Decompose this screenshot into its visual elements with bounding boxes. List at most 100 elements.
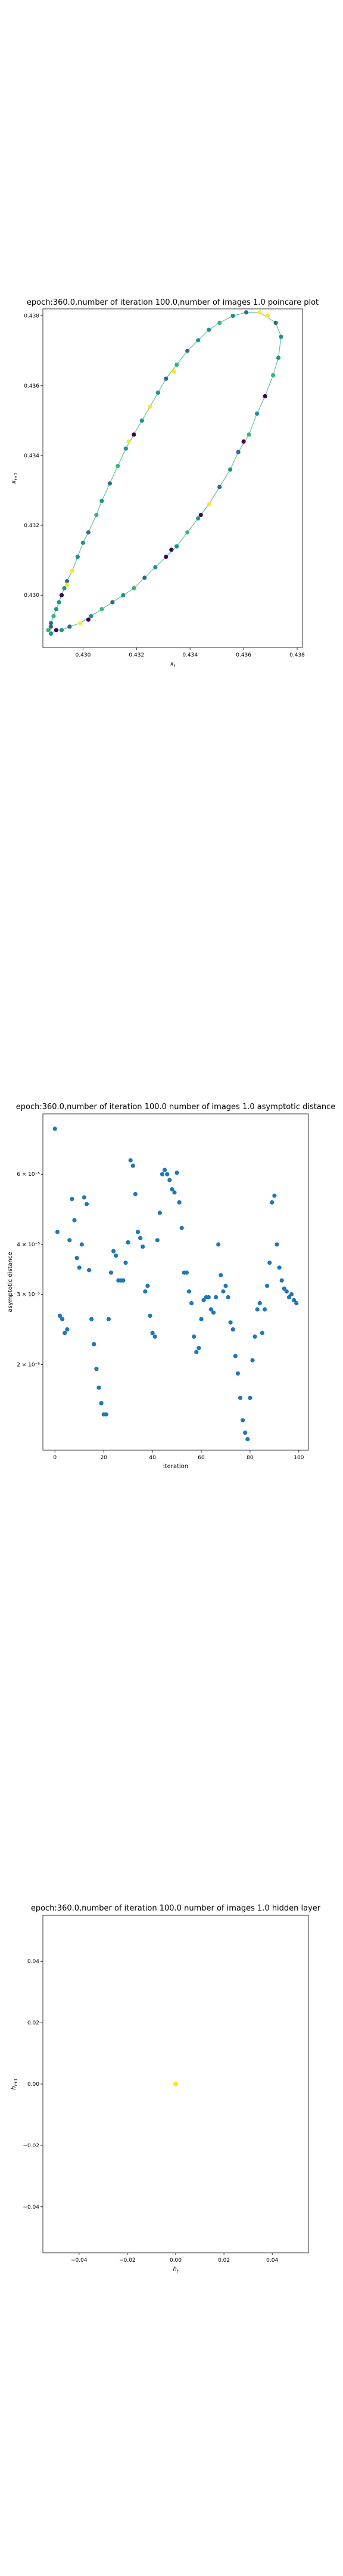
data-point-20	[164, 376, 169, 381]
data-point-56	[189, 1301, 194, 1306]
chart-title: epoch:360.0,number of iteration 100.0,nu…	[27, 298, 319, 307]
x-axis-label: ht	[173, 2266, 178, 2274]
x-tick-label: 0.430	[76, 652, 91, 658]
data-point-39	[207, 502, 211, 507]
data-point-9	[74, 1256, 79, 1261]
x-tick-label: 80	[247, 1455, 254, 1461]
data-point-35	[138, 1236, 143, 1240]
data-point-46	[165, 1172, 170, 1176]
data-point-38	[145, 1283, 150, 1288]
data-point-74	[233, 1354, 238, 1358]
x-tick-label: 0.432	[129, 652, 144, 658]
data-point-40	[150, 1330, 155, 1335]
data-point-73	[230, 1327, 235, 1332]
data-point-97	[289, 1292, 294, 1297]
data-point-91	[275, 1242, 279, 1247]
poincare-chart: epoch:360.0,number of iteration 100.0,nu…	[11, 298, 319, 668]
x-tick-label: −0.04	[71, 2258, 88, 2264]
data-point-7	[70, 568, 74, 573]
data-point-64	[208, 1307, 213, 1312]
data-point-0	[52, 1126, 57, 1131]
asymptotic-distance-chart: epoch:360.0,number of iteration 100.0 nu…	[7, 1103, 335, 1470]
data-point-66	[214, 1295, 219, 1300]
data-point-42	[174, 544, 179, 549]
x-tick-label: 100	[294, 1455, 304, 1461]
data-point-8	[72, 1218, 77, 1222]
hidden-layer-chart: epoch:360.0,number of iteration 100.0 nu…	[11, 1904, 321, 2274]
y-tick-label: 3 × 10⁻⁵	[17, 1292, 40, 1298]
data-point-13	[107, 481, 112, 486]
data-point-86	[262, 1307, 267, 1312]
data-point-83	[255, 1307, 260, 1312]
data-point-75	[235, 1371, 240, 1376]
y-tick-label: 0.438	[24, 314, 39, 320]
data-point-60	[199, 1317, 204, 1321]
data-point-43	[157, 1210, 162, 1215]
data-point-70	[223, 1283, 228, 1288]
data-point-36	[141, 1244, 145, 1249]
data-point-51	[177, 1200, 182, 1205]
x-tick-label: 0.04	[266, 2258, 278, 2264]
x-tick-label: 0.434	[182, 652, 198, 658]
data-point-98	[292, 1298, 297, 1302]
data-point-21	[174, 363, 179, 367]
y-tick-label: 0.00	[27, 2082, 39, 2088]
data-point-19	[99, 1401, 104, 1405]
data-point-84	[257, 1301, 262, 1306]
data-point-82	[252, 1334, 257, 1339]
data-point-40	[196, 516, 201, 521]
data-point-18	[96, 1385, 101, 1390]
data-point-65	[211, 1310, 216, 1315]
data-point-28	[257, 310, 262, 315]
data-point-38	[217, 485, 222, 490]
data-point-37	[228, 467, 233, 472]
data-point-54	[54, 628, 59, 633]
data-point-23	[108, 1270, 114, 1275]
y-tick-label: 0.02	[27, 2020, 39, 2026]
data-point-30	[126, 1240, 130, 1244]
data-point-17	[139, 418, 144, 423]
data-point-47	[121, 593, 126, 597]
data-point-5	[62, 586, 67, 591]
y-tick-label: 2 × 10⁻⁵	[17, 1362, 40, 1368]
y-tick-label: 4 × 10⁻⁵	[17, 1242, 40, 1248]
data-point-35	[247, 432, 251, 437]
data-point-50	[89, 614, 93, 618]
data-point-36	[236, 450, 241, 454]
data-point-61	[201, 1298, 206, 1302]
data-point-55	[48, 631, 54, 636]
data-point-14	[87, 1268, 92, 1272]
data-point-0	[48, 621, 54, 626]
data-point-45	[163, 1168, 167, 1172]
data-point-33	[133, 1191, 138, 1197]
data-point-1	[51, 614, 56, 618]
data-point-80	[248, 1395, 252, 1400]
y-tick-label: 0.432	[24, 523, 39, 529]
data-point-64	[198, 512, 203, 518]
data-point-32	[271, 373, 276, 377]
y-axis-label: xt+1	[11, 473, 18, 485]
data-point-57	[48, 624, 54, 629]
data-point-10	[77, 1265, 82, 1270]
data-point-13	[84, 1202, 89, 1206]
data-point-44	[153, 565, 158, 569]
y-axis-label: asymptotic distance	[7, 1252, 14, 1312]
x-tick-label: 0	[53, 1455, 57, 1461]
x-tick-label: 0.436	[236, 652, 251, 658]
data-point-6	[64, 579, 70, 584]
data-point-78	[243, 1431, 248, 1435]
data-point-43	[164, 555, 169, 559]
data-point-25	[114, 1253, 119, 1258]
data-point-5	[65, 1327, 70, 1332]
data-point-27	[244, 310, 249, 315]
data-point-31	[276, 355, 281, 360]
data-point-21	[104, 1412, 108, 1417]
data-point-24	[111, 1249, 116, 1253]
x-tick-label: −0.02	[119, 2258, 136, 2264]
data-point-96	[286, 1295, 291, 1300]
data-point-52	[67, 624, 72, 629]
chart-title: epoch:360.0,number of iteration 100.0 nu…	[16, 1103, 335, 1111]
data-point-6	[67, 1238, 72, 1243]
x-tick-label: 60	[198, 1455, 205, 1461]
